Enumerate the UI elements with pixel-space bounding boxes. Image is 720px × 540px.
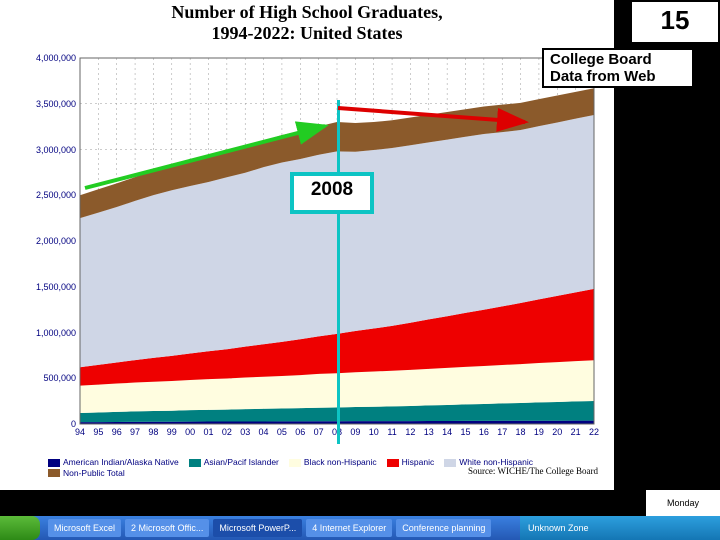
legend-item: Hispanic: [387, 457, 435, 467]
x-tick-label: 95: [88, 427, 108, 437]
x-tick-label: 05: [272, 427, 292, 437]
legend-swatch: [189, 459, 201, 467]
chart-plot: [34, 50, 598, 444]
x-tick-label: 11: [382, 427, 402, 437]
x-tick-label: 07: [309, 427, 329, 437]
legend-swatch: [289, 459, 301, 467]
x-tick-label: 06: [290, 427, 310, 437]
x-tick-label: 13: [419, 427, 439, 437]
legend-label: Black non-Hispanic: [304, 457, 377, 467]
taskbar-items: Microsoft Excel2 Microsoft Offic...Micro…: [44, 516, 491, 540]
legend-item: Non-Public Total: [48, 468, 125, 478]
x-tick-label: 22: [584, 427, 604, 437]
legend-item: Asian/Pacif Islander: [189, 457, 279, 467]
x-tick-label: 16: [474, 427, 494, 437]
tray-text: Unknown Zone: [528, 523, 589, 533]
legend-label: Non-Public Total: [63, 468, 125, 478]
x-tick-label: 15: [456, 427, 476, 437]
source-label: Source: WICHE/The College Board: [468, 466, 598, 476]
y-tick-label: 4,000,000: [30, 53, 76, 63]
legend-swatch: [48, 459, 60, 467]
y-tick-label: 1,000,000: [30, 328, 76, 338]
x-tick-label: 01: [199, 427, 219, 437]
college-board-box: College Board Data from Web: [542, 48, 694, 88]
page-number: 15: [630, 0, 720, 44]
chart-title-line1: Number of High School Graduates,: [171, 2, 442, 22]
x-tick-label: 03: [235, 427, 255, 437]
legend-item: American Indian/Alaska Native: [48, 457, 179, 467]
legend-swatch: [444, 459, 456, 467]
x-tick-label: 09: [345, 427, 365, 437]
taskbar-item[interactable]: Microsoft PowerP...: [213, 519, 302, 537]
start-button[interactable]: [0, 516, 40, 540]
marker-2008-box: 2008: [290, 172, 374, 214]
taskbar-clock[interactable]: Monday: [646, 490, 720, 516]
x-tick-label: 94: [70, 427, 90, 437]
legend-label: Asian/Pacif Islander: [204, 457, 279, 467]
taskbar-item[interactable]: 2 Microsoft Offic...: [125, 519, 209, 537]
x-tick-label: 10: [364, 427, 384, 437]
slide-root: Number of High School Graduates, 1994-20…: [0, 0, 720, 540]
y-tick-label: 2,500,000: [30, 190, 76, 200]
taskbar: Microsoft Excel2 Microsoft Offic...Micro…: [0, 516, 720, 540]
y-tick-label: 3,000,000: [30, 145, 76, 155]
legend-swatch: [48, 469, 60, 477]
chart-title-line2: 1994-2022: United States: [212, 23, 403, 43]
y-tick-label: 500,000: [30, 373, 76, 383]
slide-right-black: [614, 40, 720, 490]
chart-panel: Number of High School Graduates, 1994-20…: [0, 0, 614, 490]
legend-swatch: [387, 459, 399, 467]
marker-2008-line: [337, 100, 340, 444]
x-tick-label: 99: [162, 427, 182, 437]
x-tick-label: 14: [437, 427, 457, 437]
x-tick-label: 20: [547, 427, 567, 437]
x-tick-label: 17: [492, 427, 512, 437]
taskbar-item[interactable]: Conference planning: [396, 519, 491, 537]
x-tick-label: 18: [511, 427, 531, 437]
y-tick-label: 3,500,000: [30, 99, 76, 109]
x-tick-label: 00: [180, 427, 200, 437]
y-tick-label: 1,500,000: [30, 282, 76, 292]
x-tick-label: 19: [529, 427, 549, 437]
legend-label: American Indian/Alaska Native: [63, 457, 179, 467]
x-tick-label: 96: [107, 427, 127, 437]
x-tick-label: 98: [143, 427, 163, 437]
y-tick-label: 2,000,000: [30, 236, 76, 246]
taskbar-item[interactable]: 4 Internet Explorer: [306, 519, 392, 537]
chart-svg: [34, 50, 598, 444]
chart-title: Number of High School Graduates, 1994-20…: [0, 2, 614, 43]
taskbar-item[interactable]: Microsoft Excel: [48, 519, 121, 537]
x-tick-label: 12: [400, 427, 420, 437]
x-tick-label: 97: [125, 427, 145, 437]
x-tick-label: 02: [217, 427, 237, 437]
legend-item: Black non-Hispanic: [289, 457, 377, 467]
taskbar-tray[interactable]: Unknown Zone: [520, 516, 720, 540]
legend-label: Hispanic: [402, 457, 435, 467]
x-tick-label: 04: [254, 427, 274, 437]
x-tick-label: 21: [566, 427, 586, 437]
